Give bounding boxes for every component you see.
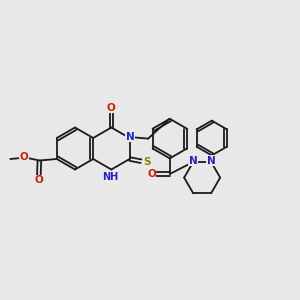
Text: O: O — [20, 152, 28, 162]
Text: N: N — [207, 156, 215, 166]
Text: S: S — [143, 157, 151, 167]
Text: O: O — [34, 175, 43, 185]
Text: NH: NH — [102, 172, 118, 182]
Text: O: O — [107, 103, 116, 113]
Text: N: N — [189, 156, 197, 166]
Text: O: O — [147, 169, 156, 179]
Text: N: N — [126, 132, 134, 142]
